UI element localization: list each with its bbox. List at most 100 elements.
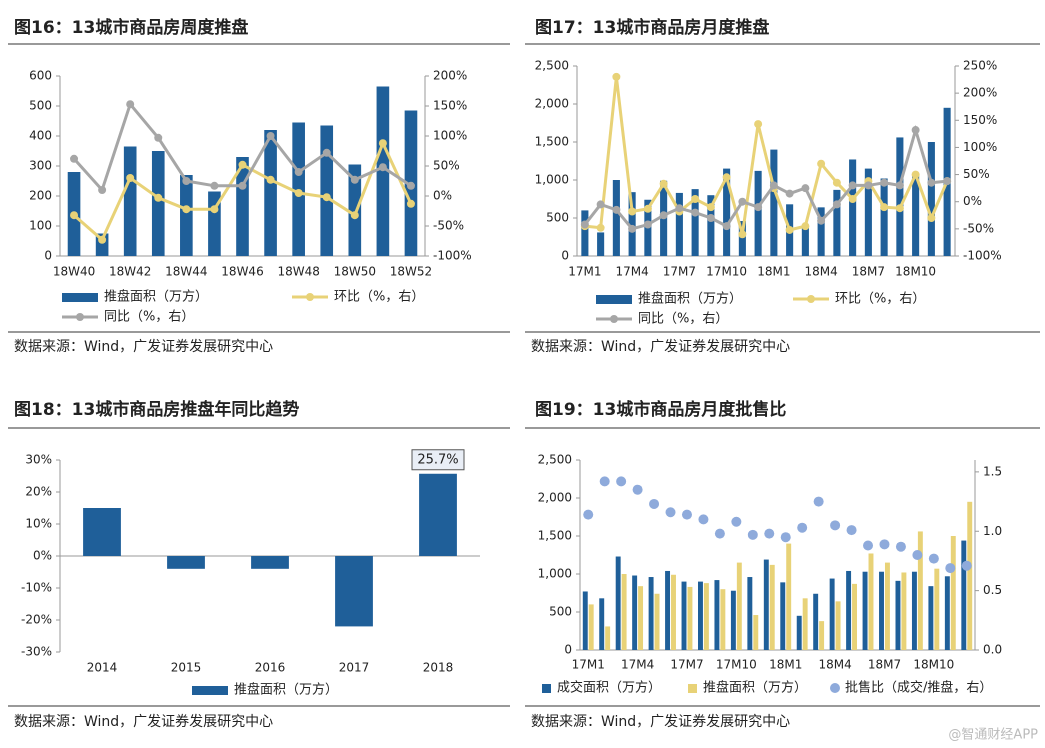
line-marker [266,175,275,184]
bar [801,227,809,256]
bar [605,626,611,650]
y2-tick-label: 0% [433,189,452,203]
y-tick-label: 2,000 [538,491,572,505]
x-tick-label: 17M10 [716,658,757,672]
bar [588,604,594,650]
bar [180,175,193,256]
bar [862,571,868,650]
bar [83,508,121,556]
x-tick-label: 18W52 [390,265,432,279]
x-tick-label: 18M10 [895,265,936,279]
line-marker [817,159,826,168]
line-marker [154,133,163,142]
dot [681,509,692,520]
bar [264,130,277,256]
panel-title: 图19：13城市商品房月度批售比 [535,399,786,420]
dot [813,496,824,507]
line-marker [612,205,621,214]
bar [167,556,205,569]
line-marker [406,181,415,190]
y-tick-label: 0% [33,549,52,563]
dot [863,540,874,551]
x-tick-label: 18W48 [277,265,319,279]
y2-tick-label: -50% [963,221,994,235]
x-tick-label: 2018 [423,661,454,675]
x-tick-label: 17M1 [572,658,605,672]
line-marker [911,126,920,135]
dot [583,509,594,520]
line-marker [378,163,387,172]
bar [769,564,775,650]
x-tick-label: 18M4 [804,265,837,279]
bar [582,591,588,650]
line-marker [927,178,936,187]
y-tick-label: 1,500 [535,135,569,149]
bar [419,473,457,556]
x-tick-label: 17M1 [568,265,601,279]
legend-label: 批售比（成交/推盘，右） [845,680,992,696]
line-marker [880,203,889,212]
bar [763,559,769,650]
legend-label: 推盘面积（万方） [104,289,208,305]
x-tick-label: 2014 [87,661,118,675]
x-tick-label: 18M4 [818,658,851,672]
y2-tick-label: 200% [433,69,467,83]
line-marker [927,214,936,222]
y2-tick-label: 0.5 [983,583,1002,597]
y-tick-label: 0 [561,249,569,263]
line-marker [210,181,219,190]
line-marker [350,211,359,220]
x-tick-label: 18W40 [53,265,95,279]
bar [901,572,907,650]
source-note: 数据来源：Wind，广发证券发展研究中心 [531,714,790,730]
x-tick-label: 2017 [339,661,370,675]
dot [731,516,742,527]
legend-label: 推盘面积（万方） [234,682,338,698]
bar [675,192,683,256]
line-marker [801,222,810,231]
legend-swatch [62,293,98,302]
y-tick-label: 600 [29,69,52,83]
line-marker [612,72,621,81]
dot [747,529,758,540]
bar [621,574,627,650]
x-tick-label: 2015 [171,661,202,675]
dot [599,476,610,487]
line-marker [70,154,79,163]
y2-tick-label: 200% [963,86,997,100]
bar [927,142,935,256]
line [584,76,949,235]
y2-tick-label: -100% [433,249,472,263]
bar [723,168,731,256]
line-marker [911,170,920,179]
y-tick-label: 100 [29,219,52,233]
bar [599,598,605,650]
x-tick-label: 17M4 [621,658,654,672]
line-marker [70,211,79,220]
dot [879,539,890,550]
bar [967,501,973,650]
line [583,124,948,231]
line-marker [722,222,731,231]
line-marker [769,181,778,190]
line-marker [817,216,826,225]
legend-label: 环比（%，右） [835,292,925,307]
bar [833,189,841,256]
bar [648,577,654,650]
bar [703,583,709,650]
bar [681,581,687,650]
x-tick-label: 18W46 [221,265,263,279]
y-tick-label: -20% [21,613,52,627]
bar [829,578,835,650]
dot [665,507,676,518]
y2-tick-label: 0.0 [983,643,1002,657]
bar [581,210,589,256]
x-tick-label: 18M1 [769,658,802,672]
line-marker [126,100,135,109]
bar [615,556,621,650]
bar [780,582,786,650]
dot [764,528,775,539]
line-marker [691,195,700,203]
y2-tick-label: 50% [963,167,990,181]
line-marker [596,200,605,209]
